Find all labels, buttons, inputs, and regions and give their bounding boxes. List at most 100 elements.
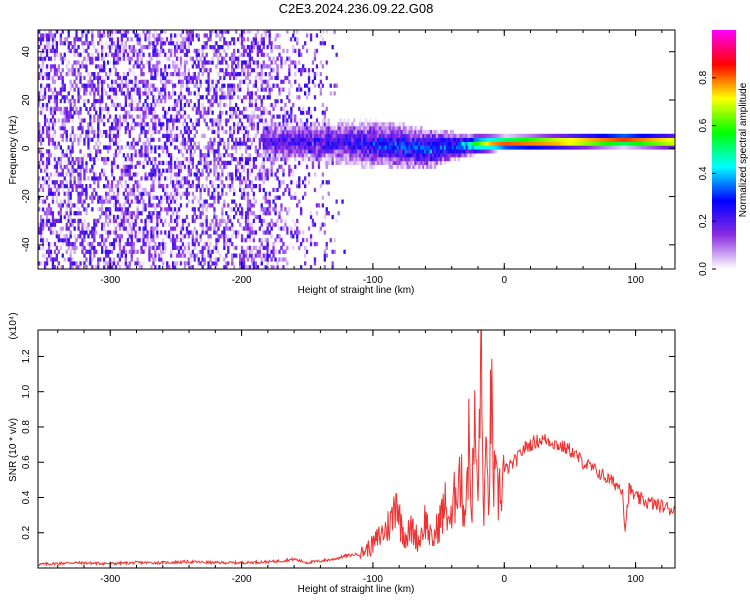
spectrogram-cell bbox=[160, 199, 163, 204]
spectrogram-cell bbox=[266, 110, 269, 115]
spectrogram-cell bbox=[67, 41, 70, 46]
spectrogram-cell bbox=[428, 137, 431, 142]
spectrogram-cell bbox=[175, 160, 179, 165]
spectrogram-cell bbox=[286, 261, 289, 266]
spectrogram-cell bbox=[252, 199, 255, 204]
spectrogram-cell bbox=[40, 33, 43, 38]
spectrogram-cell bbox=[294, 79, 297, 84]
spectrogram-cell bbox=[327, 180, 330, 185]
spectrogram-cell bbox=[175, 102, 179, 108]
spectrogram-cell bbox=[116, 72, 120, 77]
spectrogram-cell bbox=[63, 114, 66, 119]
spectrogram-cell bbox=[158, 214, 161, 220]
spectrogram-cell bbox=[307, 129, 311, 135]
spectrogram-cell bbox=[217, 176, 220, 181]
spectrogram-cell bbox=[304, 153, 307, 158]
spectrogram-cell bbox=[203, 79, 206, 84]
spectrogram-cell bbox=[128, 164, 131, 169]
spectrogram-cell bbox=[156, 218, 159, 223]
spectrogram-cell bbox=[120, 218, 123, 223]
spectrogram-cell bbox=[71, 64, 74, 69]
spectrogram-cell bbox=[57, 261, 60, 266]
spectrogram-cell bbox=[83, 199, 86, 204]
spectrogram-cell bbox=[248, 118, 252, 123]
spectrogram-cell bbox=[254, 253, 257, 258]
spectrogram-cell bbox=[193, 48, 196, 53]
spectrogram-cell bbox=[321, 180, 324, 185]
spectrogram-cell bbox=[128, 157, 131, 162]
spectrogram-cell bbox=[83, 172, 86, 177]
spectrogram-cell bbox=[475, 149, 478, 154]
spectrogram-cell bbox=[337, 160, 340, 165]
spectrogram-cell bbox=[398, 160, 401, 165]
spectrogram-cell bbox=[256, 45, 259, 50]
spectrogram-cell bbox=[260, 172, 263, 177]
spectrogram-cell bbox=[270, 114, 273, 119]
spectrogram-cell bbox=[87, 110, 90, 115]
spectrogram-cell bbox=[250, 30, 254, 34]
spectrogram-cell bbox=[103, 157, 106, 162]
spectrogram-cell bbox=[197, 91, 200, 96]
spectrogram-cell bbox=[256, 126, 259, 131]
spectrogram-cell bbox=[41, 222, 45, 227]
spectrogram-cell bbox=[443, 160, 447, 165]
spectrogram-cell bbox=[144, 245, 147, 250]
spectrogram-cell bbox=[339, 153, 342, 158]
spectrogram-cell bbox=[122, 75, 125, 81]
spectrogram-cell bbox=[108, 60, 112, 65]
spectrogram-cell bbox=[130, 226, 133, 231]
spectrogram-cell bbox=[365, 118, 368, 123]
spectrogram-cell bbox=[49, 230, 53, 235]
spectrogram-cell bbox=[107, 199, 110, 204]
spectrogram-cell bbox=[195, 110, 198, 115]
spectrogram-cell bbox=[93, 172, 96, 177]
spectrogram-cell bbox=[71, 45, 74, 50]
spectrogram-cell bbox=[307, 72, 311, 77]
spectrogram-cell bbox=[408, 164, 411, 169]
spectrogram-cell bbox=[270, 102, 273, 108]
spectrogram-cell bbox=[89, 83, 92, 88]
spectrogram-cell bbox=[89, 257, 92, 262]
spectrogram-cell bbox=[221, 133, 224, 138]
spectrogram-cell bbox=[361, 122, 364, 127]
spectrogram-cell bbox=[201, 72, 204, 77]
spectrogram-cell bbox=[441, 157, 445, 162]
spectrogram-cell bbox=[266, 222, 269, 227]
spectrogram-cell bbox=[154, 234, 157, 239]
spectrogram-cell bbox=[183, 126, 187, 131]
spectrogram-cell bbox=[404, 149, 407, 154]
spectrogram-cell bbox=[248, 30, 252, 34]
spectrogram-cell bbox=[63, 41, 66, 46]
spectrogram-cell bbox=[164, 75, 167, 81]
spectrogram-cell bbox=[211, 83, 214, 88]
spectrogram-cell bbox=[313, 106, 317, 111]
spectrogram-cell bbox=[239, 118, 242, 123]
spectrogram-cell bbox=[142, 242, 145, 247]
spectrogram-cell bbox=[128, 48, 131, 53]
spectrogram-cell bbox=[284, 222, 287, 227]
spectrogram-cell bbox=[248, 180, 252, 185]
spectrogram-cell bbox=[193, 257, 196, 262]
spectrogram-cell bbox=[264, 122, 267, 127]
spectrogram-cell bbox=[343, 129, 346, 135]
spectrogram-cell bbox=[382, 122, 386, 127]
spectrogram-cell bbox=[160, 122, 163, 127]
spectrogram-cell bbox=[282, 172, 285, 177]
spectrogram-cell bbox=[262, 153, 265, 158]
spectrogram-cell bbox=[191, 234, 194, 239]
spectrogram-cell bbox=[201, 52, 204, 57]
spectrogram-cell bbox=[55, 157, 58, 162]
spectrogram-cell bbox=[162, 133, 165, 138]
spectrogram-cell bbox=[114, 106, 118, 111]
spectrogram-cell bbox=[150, 176, 153, 181]
spectrogram-cell bbox=[355, 160, 358, 165]
spectrogram-cell bbox=[195, 95, 198, 100]
spectrogram-cell bbox=[154, 253, 157, 258]
spectrogram-cell bbox=[280, 99, 283, 104]
spectrogram-cell bbox=[298, 52, 301, 57]
spectrogram-cell bbox=[126, 56, 129, 61]
spectrogram-cell bbox=[110, 249, 114, 254]
spectrogram-cell bbox=[168, 207, 171, 212]
spectrogram-cell bbox=[152, 52, 155, 57]
spectrogram-cell bbox=[227, 64, 230, 69]
